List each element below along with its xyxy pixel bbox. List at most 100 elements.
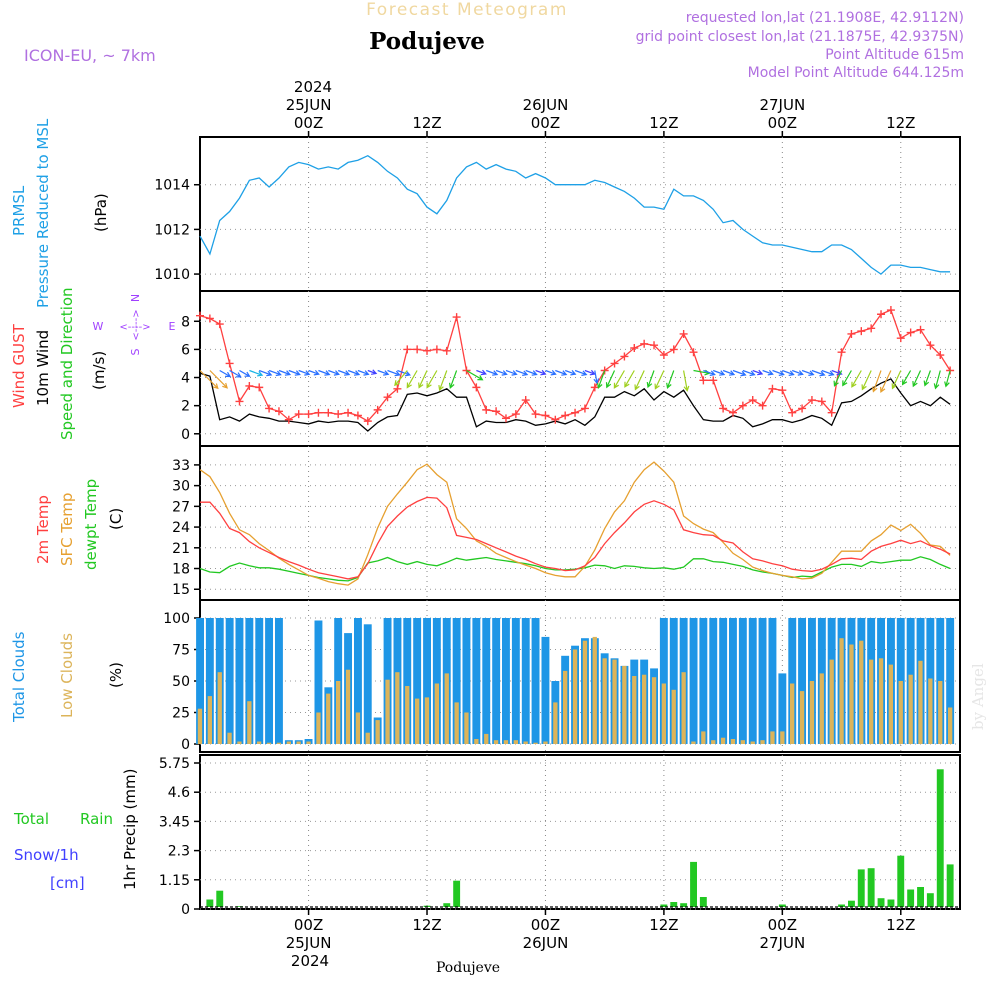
gust-marker [482,405,491,414]
low-cloud-bar [760,740,765,744]
y-tick-label: 0 [181,427,190,443]
low-cloud-bar [859,640,864,744]
wind-direction-arrow [624,370,635,388]
total-cloud-bar [798,618,806,744]
y-tick-label: 1010 [154,267,190,283]
cloud-label-low: Low Clouds [58,633,76,718]
top-hour-label: 12Z [886,114,915,132]
precip-label-snow: Snow/1h [14,846,79,864]
location-title: Podujeve [369,28,485,55]
model-label: ICON-EU, ~ 7km [24,46,156,65]
low-cloud-bar [484,733,489,744]
wind-direction-arrow [944,370,951,388]
low-cloud-bar [424,697,430,744]
precip-label-total: Total [13,810,49,828]
top-date-label: 26JUN [523,96,569,114]
y-tick-label: 2.3 [168,844,190,860]
point-altitude: Point Altitude 615m [825,47,964,63]
rain-bar [236,906,243,907]
gust-marker [916,325,925,334]
y-tick-label: 8 [181,314,190,330]
wind-direction-arrow [801,369,815,376]
rain-bar [660,904,668,907]
rain-bar [670,902,678,907]
y-tick-label: 5.75 [159,756,190,772]
temp-label-sfc: SFC Temp [58,493,76,566]
wind-direction-arrow [742,369,756,377]
wind-direction-arrow [525,369,538,376]
total-cloud-bar [689,618,698,744]
gust-marker [442,346,451,355]
forecast-title: Forecast Meteogram [366,0,568,20]
low-cloud-bar [247,701,252,744]
wind-direction-arrow [933,370,941,390]
gust-marker [699,376,708,385]
wind-label-dir: Speed and Direction [58,287,76,440]
total-cloud-bar [265,618,273,744]
low-cloud-bar [651,677,657,744]
rain-bar [443,903,451,907]
gust-marker [788,408,797,417]
rain-bar [680,903,688,907]
wind-direction-arrow [308,369,320,376]
gust-marker [571,408,580,417]
low-cloud-bar [780,731,785,744]
wind-direction-arrow [426,370,438,389]
y-tick-label: 21 [172,541,190,557]
bottom-hour-label: 00Z [531,916,560,934]
compass-e: E [169,320,176,333]
wind-direction-arrow [811,369,826,377]
total-cloud-bar [363,624,372,744]
low-cloud-bar [730,739,736,744]
gust-marker [353,411,362,420]
wind-gust-line [199,309,951,422]
wind-direction-arrow [791,369,804,376]
gust-marker [669,345,678,354]
cloud-labels: Total Clouds Low Clouds (%) [10,631,125,723]
wind-direction-arrow [851,370,862,388]
wind-direction-arrow [406,370,418,389]
total-cloud-bar [413,618,422,744]
low-cloud-bar [898,681,903,744]
low-cloud-bar [819,673,824,744]
wind-speed-line [199,372,951,432]
gust-marker [472,383,481,392]
total-cloud-bar [768,618,777,744]
rain-bar [690,861,697,907]
low-cloud-bar [474,739,479,744]
y-tick-label: 4.6 [168,785,190,801]
total-cloud-bar [275,618,283,744]
y-tick-label: 1.15 [159,873,190,889]
wind-labels: Wind GUST 10m Wind Speed and Direction (… [10,287,176,440]
low-cloud-bar [227,732,232,744]
rain-bar [887,899,895,907]
gust-marker [946,366,955,375]
gust-marker [896,334,905,343]
wind-direction-arrow [772,369,785,376]
total-cloud-bar [709,618,718,744]
gust-marker [551,415,560,424]
total-cloud-bar [541,636,550,744]
low-cloud-bar [878,658,884,744]
wind-direction-arrow [762,369,774,376]
gust-marker [531,410,540,419]
rain-bar [206,899,214,907]
low-cloud-bar [612,659,617,744]
wind-direction-arrow [535,369,547,376]
wind-direction-arrow [318,369,331,376]
low-cloud-bar [720,737,726,744]
gust-marker [205,314,214,323]
rain-bar [926,893,934,907]
low-cloud-bar [701,731,706,744]
gust-marker [284,415,293,424]
wind-direction-arrow [466,369,484,381]
gust-marker [936,351,945,360]
bottom-year: 2024 [291,952,329,970]
gust-marker [215,320,224,329]
y-tick-label: 0 [181,737,190,753]
wind-direction-arrow [555,369,568,376]
y-tick-label: 27 [172,499,190,515]
low-cloud-bar [572,649,578,744]
wind-direction-arrow [880,370,892,394]
